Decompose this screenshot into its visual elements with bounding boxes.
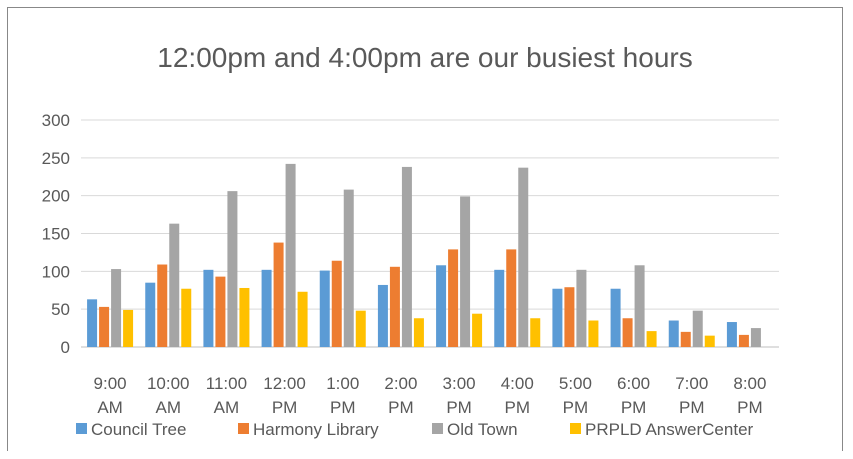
bar	[413, 318, 424, 347]
bar	[726, 322, 737, 347]
x-tick-label: AM	[156, 398, 182, 417]
bar	[111, 269, 122, 347]
legend-label: Harmony Library	[253, 420, 379, 439]
y-tick-label: 250	[42, 149, 70, 168]
y-tick-label: 50	[51, 300, 70, 319]
bar	[297, 291, 308, 347]
x-tick-label: AM	[97, 398, 123, 417]
bar	[181, 288, 192, 347]
legend-label: Old Town	[447, 420, 518, 439]
bar	[610, 288, 621, 347]
y-tick-label: 200	[42, 187, 70, 206]
bar	[750, 328, 761, 347]
bar	[99, 306, 110, 347]
bar	[552, 288, 563, 347]
legend-swatch	[432, 423, 443, 434]
bar	[319, 270, 330, 347]
bar	[343, 189, 354, 347]
bar	[704, 335, 715, 347]
bar	[494, 269, 505, 347]
bar	[169, 223, 180, 347]
x-tick-label: PM	[388, 398, 414, 417]
bar	[634, 265, 645, 347]
bar	[87, 299, 98, 347]
x-tick-label: 8:00	[733, 374, 766, 393]
bar	[622, 318, 633, 347]
x-tick-label: 3:00	[443, 374, 476, 393]
y-tick-label: 100	[42, 262, 70, 281]
chart-frame: 12:00pm and 4:00pm are our busiest hours…	[7, 7, 843, 451]
x-tick-label: PM	[621, 398, 647, 417]
gridlines	[81, 119, 779, 348]
bar	[355, 310, 366, 347]
bar	[203, 269, 214, 347]
y-tick-label: 300	[42, 111, 70, 130]
bar	[285, 163, 296, 347]
bar	[518, 167, 529, 347]
legend-swatch	[570, 423, 581, 434]
legend-label: PRPLD AnswerCenter	[585, 420, 754, 439]
bar	[448, 249, 459, 347]
bar	[646, 331, 657, 347]
bar	[157, 264, 168, 347]
x-tick-label: 5:00	[559, 374, 592, 393]
x-tick-label: 4:00	[501, 374, 534, 393]
x-tick-label: PM	[272, 398, 298, 417]
chart: 12:00pm and 4:00pm are our busiest hours…	[42, 42, 779, 439]
bar	[227, 191, 238, 347]
bar	[401, 166, 412, 347]
y-axis: 0 50 100 150 200 250 300	[42, 111, 70, 357]
x-tick-label: PM	[330, 398, 356, 417]
bar	[530, 318, 541, 347]
x-tick-label: PM	[446, 398, 472, 417]
bar	[377, 284, 388, 347]
bar	[239, 287, 250, 347]
y-tick-label: 150	[42, 225, 70, 244]
bar	[472, 313, 483, 347]
x-tick-label: AM	[214, 398, 240, 417]
x-tick-label: 7:00	[675, 374, 708, 393]
bar	[261, 269, 272, 347]
legend: Council Tree Harmony Library Old Town PRPLD…	[76, 420, 754, 439]
x-tick-label: 6:00	[617, 374, 650, 393]
bar	[588, 320, 599, 347]
x-tick-label: 2:00	[384, 374, 417, 393]
bar	[123, 309, 134, 347]
bar	[668, 320, 679, 347]
x-tick-label: 11:00	[206, 374, 247, 393]
bar	[436, 265, 447, 347]
bar	[692, 310, 703, 347]
x-tick-label: 12:00	[263, 374, 306, 393]
bar	[506, 249, 517, 347]
x-tick-label: PM	[505, 398, 531, 417]
bar	[680, 331, 691, 347]
x-tick-label: PM	[563, 398, 589, 417]
x-axis: 9:00 AM 10:00 AM 11:00 AM 12:00 PM 1:00 PM 2:00 PM 3…	[94, 374, 767, 417]
x-tick-label: 10:00	[147, 374, 190, 393]
bar	[738, 334, 749, 347]
chart-title: 12:00pm and 4:00pm are our busiest hours	[157, 42, 692, 73]
legend-swatch	[76, 423, 87, 434]
legend-swatch	[238, 423, 249, 434]
x-tick-label: 1:00	[326, 374, 359, 393]
bar	[460, 196, 471, 347]
y-tick-label: 0	[61, 338, 70, 357]
bar	[273, 242, 284, 347]
bar	[215, 276, 226, 347]
bar	[576, 269, 587, 347]
bar	[564, 287, 575, 347]
x-tick-label: PM	[737, 398, 763, 417]
bar	[145, 282, 156, 347]
x-tick-label: 9:00	[94, 374, 127, 393]
x-tick-label: PM	[679, 398, 705, 417]
bar	[331, 260, 342, 347]
legend-label: Council Tree	[91, 420, 186, 439]
bars	[87, 163, 761, 347]
bar	[389, 266, 400, 347]
